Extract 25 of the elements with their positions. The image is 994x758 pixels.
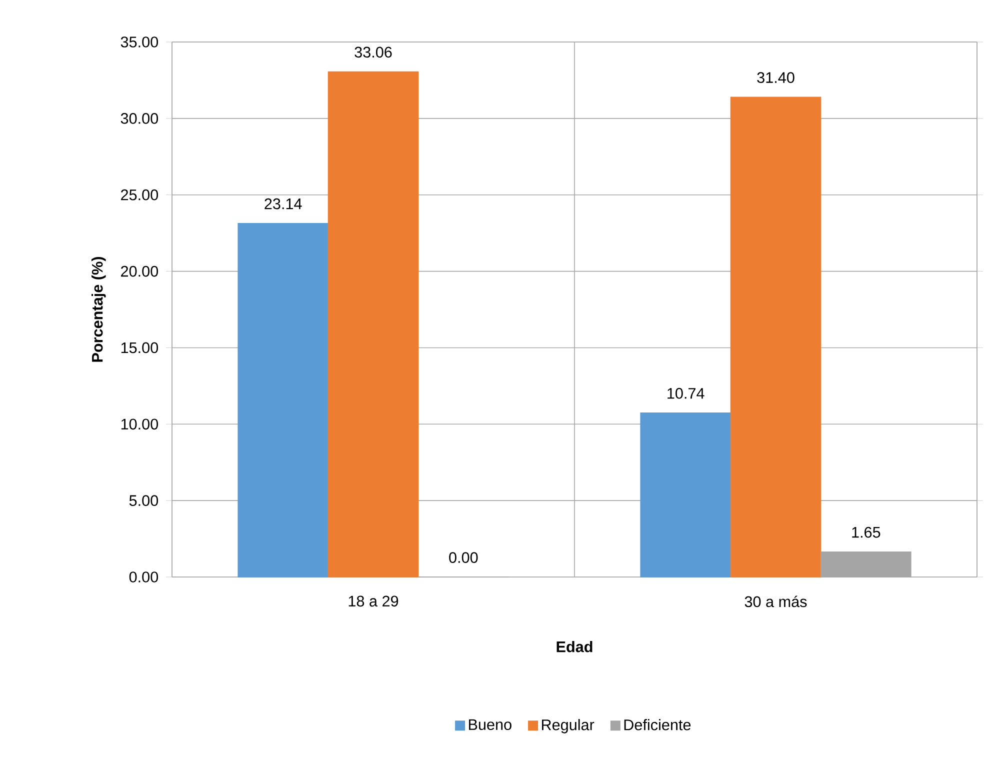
y-tick-label: 30.00 (120, 113, 158, 124)
data-label: 0.00 (449, 552, 478, 563)
y-tick-label: 25.00 (121, 189, 158, 200)
data-label: 31.40 (757, 72, 794, 83)
y-axis-title: Porcentaje (%) (91, 257, 106, 362)
data-label: 33.06 (354, 46, 392, 58)
y-tick-label: 20.00 (121, 266, 158, 277)
legend-label: Deficiente (624, 719, 691, 730)
bar (730, 96, 822, 578)
y-tick-label: 15.00 (121, 342, 158, 354)
bar (640, 412, 732, 578)
y-tick-label: 10.00 (121, 418, 158, 430)
x-axis-title: Edad (556, 640, 592, 652)
data-label: 10.74 (668, 388, 704, 399)
y-tick-label: 0.00 (129, 572, 158, 582)
bar (238, 222, 329, 578)
y-tick-label: 35.00 (120, 36, 158, 48)
bar (328, 71, 419, 578)
y-tick-label: 5.00 (129, 495, 158, 506)
data-label: 23.14 (264, 198, 302, 210)
data-label: 1.65 (852, 526, 880, 538)
legend-label: Regular (542, 719, 594, 734)
legend-label: Bueno (468, 719, 512, 730)
x-tick-label: 30 a más (744, 596, 807, 608)
x-tick-label: 18 a 29 (348, 596, 398, 607)
